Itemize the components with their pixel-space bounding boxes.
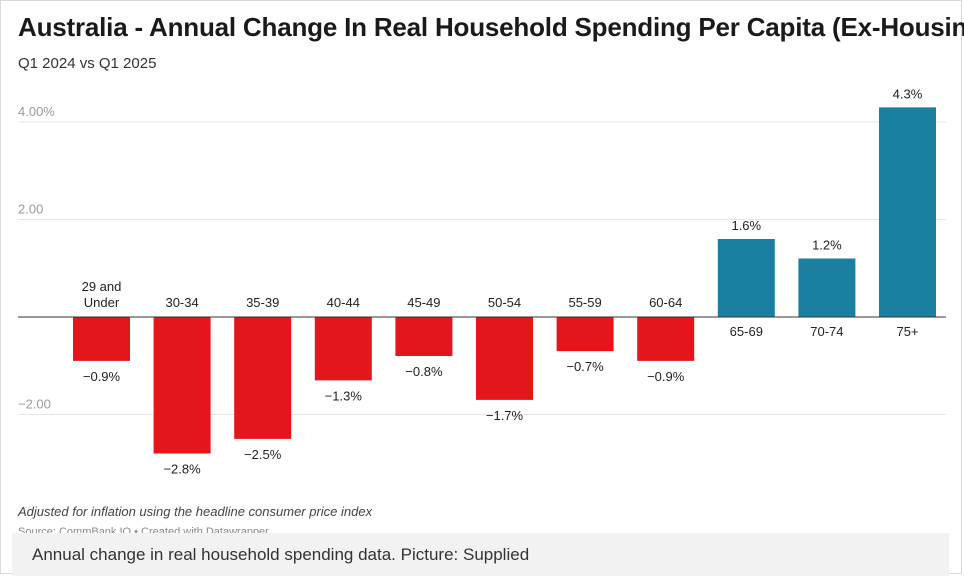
bar bbox=[153, 317, 211, 454]
category-label: 30-34 bbox=[165, 295, 198, 310]
bar-value-label: −1.7% bbox=[486, 408, 524, 423]
bar-value-label: −2.8% bbox=[163, 462, 201, 477]
category-label: 35-39 bbox=[246, 295, 279, 310]
bar-value-label: 4.3% bbox=[893, 86, 923, 101]
bar-value-label: −0.9% bbox=[83, 369, 121, 384]
bar-value-label: −0.8% bbox=[405, 364, 443, 379]
bar-value-label: −0.9% bbox=[647, 369, 685, 384]
bar bbox=[234, 317, 292, 439]
category-label: 50-54 bbox=[488, 295, 521, 310]
bar bbox=[798, 258, 856, 317]
bar-chart: 4.00% 2.00 −2.00 −0.9% 29 and Under −2.8% 30-34… bbox=[18, 86, 946, 477]
bar-value-label: −0.7% bbox=[566, 359, 604, 374]
bar bbox=[314, 317, 372, 381]
y-tick-label: 4.00% bbox=[18, 104, 55, 119]
category-label: 29 and Under bbox=[82, 279, 122, 310]
bar-value-label: −1.3% bbox=[325, 388, 363, 403]
bar-value-label: 1.6% bbox=[731, 218, 761, 233]
chart-note: Adjusted for inflation using the headlin… bbox=[18, 504, 373, 519]
chart-subtitle: Q1 2024 vs Q1 2025 bbox=[18, 55, 157, 72]
category-label: 60-64 bbox=[649, 295, 682, 310]
bar bbox=[637, 317, 695, 361]
bar bbox=[73, 317, 130, 361]
bar-value-label: −2.5% bbox=[244, 447, 282, 462]
chart-source: Source: CommBank IQ • Created with Dataw… bbox=[18, 526, 269, 533]
bar bbox=[556, 317, 614, 352]
category-label: 75+ bbox=[896, 324, 918, 339]
bar bbox=[717, 239, 775, 317]
y-tick-label: −2.00 bbox=[18, 397, 51, 412]
bar-value-label: 1.2% bbox=[812, 238, 842, 253]
image-caption: Annual change in real household spending… bbox=[32, 545, 530, 564]
category-label: 65-69 bbox=[730, 324, 763, 339]
y-tick-label: 2.00 bbox=[18, 202, 43, 217]
bar bbox=[395, 317, 453, 356]
bar bbox=[879, 107, 936, 317]
bar bbox=[476, 317, 533, 400]
category-label: 70-74 bbox=[810, 324, 843, 339]
chart-title: Australia - Annual Change In Real Househ… bbox=[18, 12, 964, 42]
caption-box bbox=[12, 533, 949, 576]
category-label: 45-49 bbox=[407, 295, 440, 310]
category-label: 55-59 bbox=[568, 295, 601, 310]
category-label: 40-44 bbox=[327, 295, 360, 310]
